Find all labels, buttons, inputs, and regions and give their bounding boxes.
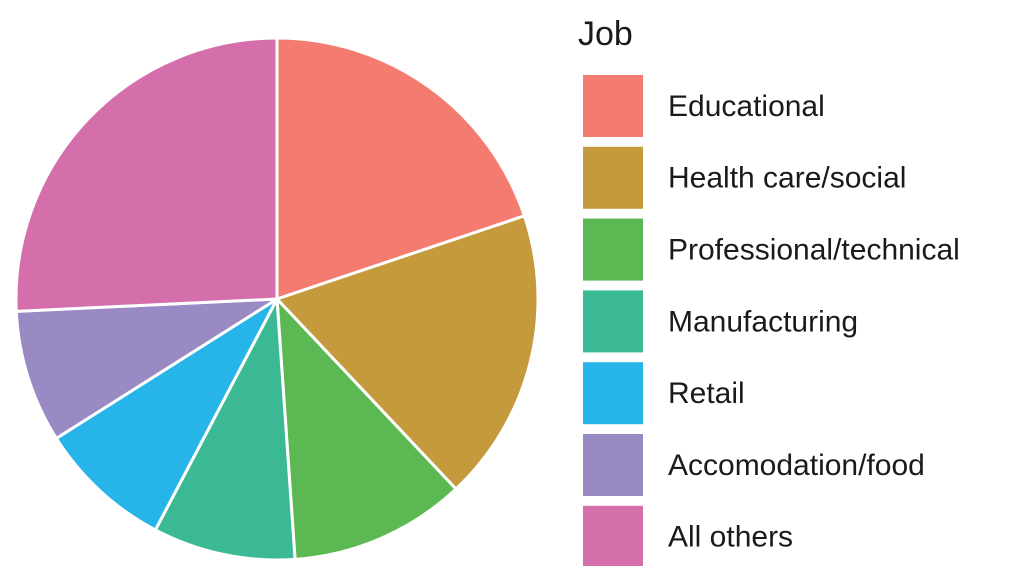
pie-slice <box>14 297 279 440</box>
pie-slice <box>275 297 458 561</box>
pie-slice <box>54 297 279 532</box>
pie-slice <box>275 214 540 491</box>
legend-label: Educational <box>668 90 825 123</box>
legend-key <box>583 290 643 353</box>
legend-key <box>583 362 643 425</box>
pie-slice <box>275 36 526 301</box>
legend-key <box>583 434 643 496</box>
legend-label: Accomodation/food <box>668 449 925 482</box>
pie-slice <box>153 297 297 562</box>
legend-key <box>583 505 643 568</box>
legend-key <box>583 218 643 281</box>
legend-label: All others <box>668 521 793 554</box>
legend-key <box>583 75 643 137</box>
legend-label: Professional/technical <box>668 234 960 267</box>
legend-key <box>583 146 643 209</box>
pie-slice <box>14 36 279 313</box>
legend-title: Job <box>578 15 633 53</box>
legend-label: Manufacturing <box>668 305 858 338</box>
legend-label: Health care/social <box>668 162 906 195</box>
legend-label: Retail <box>668 377 745 410</box>
